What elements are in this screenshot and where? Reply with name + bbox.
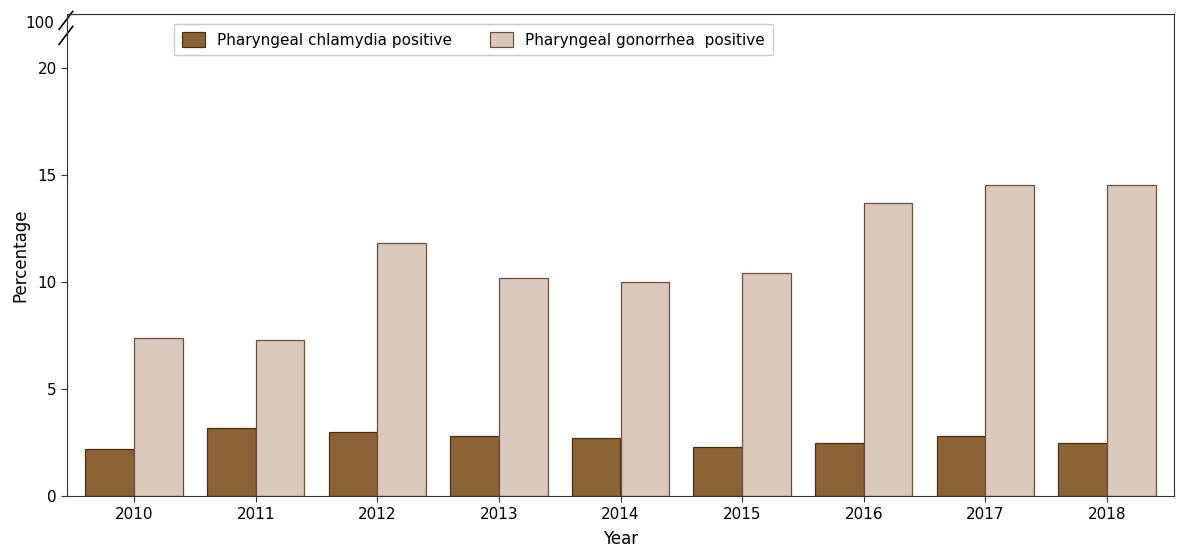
Legend: Pharyngeal chlamydia positive, Pharyngeal gonorrhea  positive: Pharyngeal chlamydia positive, Pharyngea…	[174, 24, 773, 55]
Bar	[621, 282, 670, 496]
Bar	[85, 449, 134, 496]
Bar	[450, 436, 499, 496]
Bar	[864, 202, 912, 496]
Bar	[1058, 443, 1107, 496]
Bar	[742, 273, 790, 496]
Bar	[815, 443, 864, 496]
Bar	[328, 432, 377, 496]
X-axis label: Year: Year	[603, 530, 638, 548]
Bar	[936, 436, 986, 496]
Bar	[377, 243, 425, 496]
Bar	[134, 338, 182, 496]
Bar	[207, 428, 256, 496]
Bar	[572, 438, 621, 496]
Text: 100: 100	[25, 16, 53, 31]
Bar	[986, 186, 1035, 496]
Y-axis label: Percentage: Percentage	[11, 209, 30, 302]
Bar	[499, 278, 547, 496]
Bar	[693, 447, 742, 496]
Bar	[256, 340, 305, 496]
Bar	[1107, 186, 1155, 496]
